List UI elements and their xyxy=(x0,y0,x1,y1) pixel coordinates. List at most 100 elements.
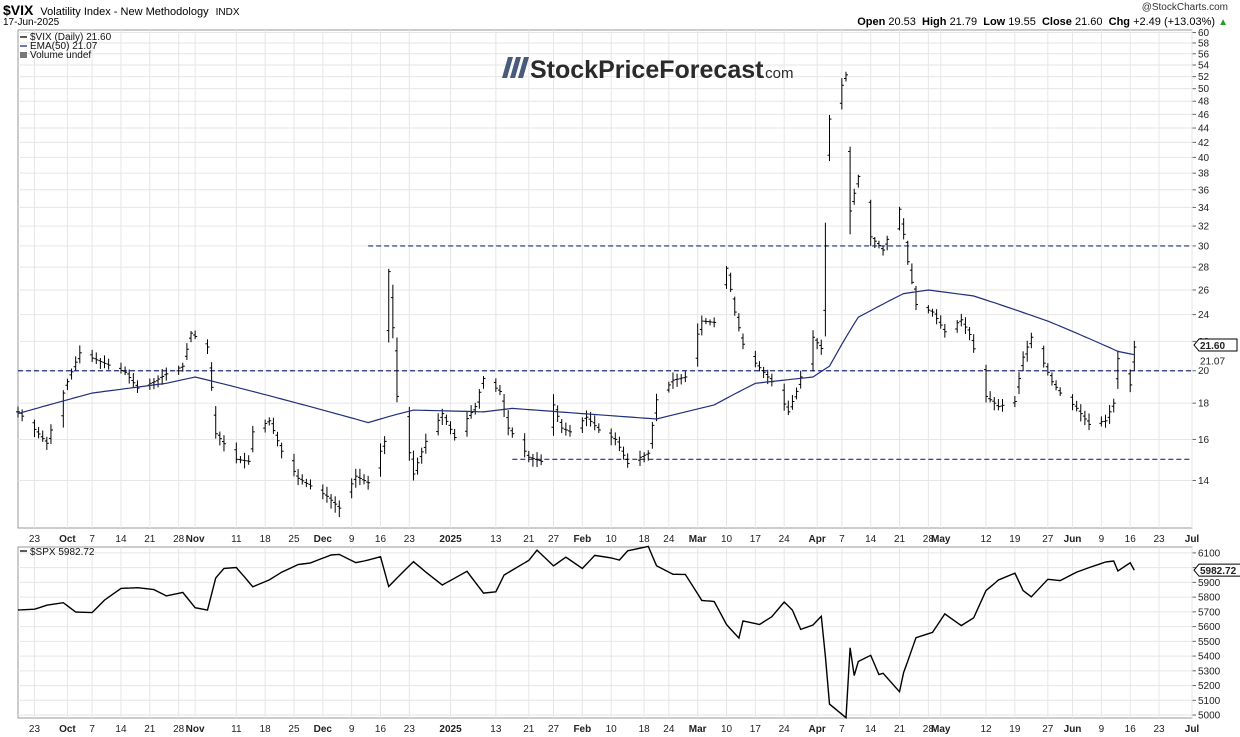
ohlc-bar xyxy=(242,452,247,469)
ohlc-bar xyxy=(48,424,53,445)
ohlc-bar xyxy=(1029,332,1034,349)
ohlc-bar xyxy=(279,442,284,459)
spx-price-tag-text: 5982.72 xyxy=(1200,566,1237,577)
spx-y-tick-label: 5100 xyxy=(1198,696,1221,707)
ohlc-bar xyxy=(40,430,45,442)
spx-y-tick-label: 5300 xyxy=(1198,666,1221,677)
ohlc-bar xyxy=(69,368,74,380)
x-tick-label: 23 xyxy=(1153,724,1165,735)
x-tick-label: 17 xyxy=(750,724,762,735)
spx-y-tick-label: 5600 xyxy=(1198,622,1221,633)
ohlc-bar xyxy=(724,266,729,289)
x-tick-label: 7 xyxy=(839,724,845,735)
ohlc-bar xyxy=(362,474,367,485)
x-tick-label: 23 xyxy=(29,724,41,735)
ohlc-bar xyxy=(337,500,342,518)
ohlc-bar xyxy=(300,474,305,485)
spx-y-tick-label: 5900 xyxy=(1198,578,1221,589)
ohlc-bar xyxy=(757,361,762,372)
ohlc-bar xyxy=(465,411,470,437)
ohlc-bar xyxy=(221,435,226,452)
ohlc-bar xyxy=(827,114,832,162)
ohlc-bar xyxy=(333,496,338,513)
x-tick-label: 9 xyxy=(1099,724,1105,735)
vix-y-tick-label: 52 xyxy=(1198,72,1210,83)
ohlc-bar xyxy=(90,349,95,363)
x-tick-label: May xyxy=(931,724,951,735)
x-tick-label: 16 xyxy=(375,534,387,545)
ema-50-line xyxy=(17,289,1135,424)
index-name: Volatility Index - New Methodology xyxy=(40,6,209,18)
symbol: $VIX xyxy=(3,2,34,18)
ohlc-bar xyxy=(205,339,210,354)
x-tick-label: Mar xyxy=(689,724,707,735)
ohlc-bar xyxy=(448,421,453,435)
ohlc-bar xyxy=(493,378,498,392)
ohlc-bar xyxy=(102,355,107,369)
x-tick-label: 18 xyxy=(639,724,651,735)
ohlc-bar xyxy=(736,313,741,332)
vix-y-tick-label: 32 xyxy=(1198,222,1210,233)
vix-price-tag-text: 21.60 xyxy=(1200,341,1225,352)
x-tick-label: Feb xyxy=(573,534,591,545)
x-tick-label: 21 xyxy=(523,724,535,735)
x-tick-label: 23 xyxy=(1153,534,1165,545)
ohlc-bar xyxy=(992,397,997,411)
chg-label: Chg xyxy=(1108,16,1131,28)
ohlc-bar xyxy=(819,339,824,355)
spx-y-tick-label: 5400 xyxy=(1198,652,1221,663)
ohlc-bar xyxy=(650,421,655,449)
ohlc-bar xyxy=(815,337,820,350)
ohlc-bar xyxy=(308,479,313,490)
x-tick-label: 27 xyxy=(548,724,560,735)
ohlc-bar xyxy=(263,419,268,433)
vix-ohlc-bars xyxy=(16,71,1137,518)
ohlc-bar xyxy=(357,468,362,486)
ohlc-bar xyxy=(885,235,890,251)
vix-y-tick-label: 36 xyxy=(1198,185,1210,196)
x-tick-label: 9 xyxy=(1099,534,1105,545)
x-tick-label: 2025 xyxy=(439,534,462,545)
ohlc-bar xyxy=(963,317,968,334)
x-tick-label: 12 xyxy=(980,724,992,735)
ohlc-bar xyxy=(868,199,873,247)
watermark-logo: StockPriceForecast .com xyxy=(502,56,794,84)
ohlc-bar xyxy=(794,387,799,400)
vix-y-tick-label: 42 xyxy=(1198,138,1210,149)
vix-y-tick-label: 28 xyxy=(1198,263,1210,274)
ohlc-bar xyxy=(77,345,82,364)
ohlc-bar xyxy=(646,450,651,461)
vix-y-tick-label: 54 xyxy=(1198,60,1210,71)
spx-y-tick-label: 5800 xyxy=(1198,593,1221,604)
ohlc-bar xyxy=(238,456,243,464)
ohlc-bar xyxy=(411,450,416,481)
ohlc-bar xyxy=(209,362,214,391)
legend-vix: $VIX (Daily) 21.60 xyxy=(30,32,112,43)
ohlc-bar xyxy=(1074,400,1079,412)
legend-volume-swatch xyxy=(20,52,27,58)
x-tick-label: Jul xyxy=(1185,534,1200,545)
ohlc-bar xyxy=(180,362,185,372)
vix-y-tick-label: 38 xyxy=(1198,169,1210,180)
ohlc-bar xyxy=(1111,398,1116,413)
ohlc-bar xyxy=(617,436,622,452)
ohlc-bar xyxy=(539,454,544,466)
x-tick-label: Dec xyxy=(314,724,333,735)
x-tick-label: 16 xyxy=(375,724,387,735)
ohlc-bar xyxy=(695,323,700,367)
ohlc-bar xyxy=(217,431,222,446)
ohlc-bar xyxy=(535,452,540,467)
ohlc-bar xyxy=(160,368,165,385)
x-tick-label: 23 xyxy=(404,534,416,545)
up-arrow-icon: ▲ xyxy=(1218,17,1228,28)
ohlc-bar xyxy=(753,350,758,368)
vix-y-tick-label: 48 xyxy=(1198,97,1210,108)
low-label: Low xyxy=(983,16,1006,28)
x-tick-label: 7 xyxy=(89,724,95,735)
chart-date: 17-Jun-2025 xyxy=(3,17,60,28)
ohlc-bar xyxy=(984,364,989,403)
x-tick-label: 16 xyxy=(1125,724,1137,735)
x-tick-label: 24 xyxy=(663,534,675,545)
vix-y-tick-label: 46 xyxy=(1198,110,1210,121)
